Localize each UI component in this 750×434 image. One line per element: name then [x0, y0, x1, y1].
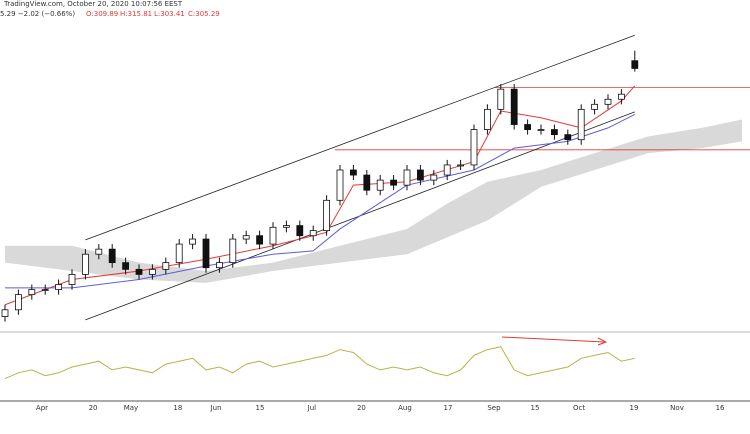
candle-body	[470, 129, 478, 166]
candle-body	[296, 225, 304, 237]
candle-body	[336, 169, 344, 201]
candle-body	[403, 169, 411, 186]
ohlc-label: H:315.81	[120, 10, 152, 18]
quote: 5.29 −2.02 (−0.66%)	[0, 10, 75, 18]
x-tick-label: 20	[357, 404, 366, 412]
candle-body	[631, 60, 639, 69]
candle-body	[309, 230, 317, 237]
candle-body	[148, 268, 156, 275]
candle-body	[229, 238, 237, 264]
x-tick-label: Aug	[398, 404, 412, 412]
x-tick-label: Sep	[487, 404, 501, 412]
x-tick-label: Apr	[36, 404, 48, 412]
candle-body	[537, 129, 545, 131]
candle-body	[242, 235, 250, 240]
candle-body	[390, 179, 398, 186]
oscillator-line	[4, 346, 635, 380]
candle-body	[416, 169, 424, 181]
annotation-arrow	[501, 336, 605, 343]
x-tick-label: Nov	[670, 404, 684, 412]
ohlc-label: O:309.89	[86, 10, 118, 18]
x-tick-label: Oct	[573, 404, 585, 412]
x-tick-label: 15	[531, 404, 540, 412]
x-tick-label: 17	[444, 404, 453, 412]
candle-body	[108, 248, 116, 264]
candle-body	[282, 225, 290, 228]
candle-body	[68, 274, 76, 285]
candle-body	[376, 179, 384, 191]
candle-body	[323, 199, 331, 232]
candle-body	[41, 289, 49, 291]
candle-body	[269, 226, 277, 245]
candle-body	[1, 309, 9, 317]
candle-body	[175, 243, 183, 264]
candle-body	[215, 262, 223, 269]
candle-body	[430, 174, 438, 181]
x-tick-label: 15	[256, 404, 265, 412]
candle-body	[14, 294, 22, 311]
candle-body	[162, 262, 170, 270]
candle-body	[95, 248, 103, 255]
x-tick-label: 16	[716, 404, 725, 412]
candle-body	[256, 235, 264, 245]
candle-body	[363, 174, 371, 191]
candle-body	[82, 253, 89, 275]
candle-body	[618, 93, 625, 100]
source: TradingView.com, October 20, 2020 10:07:…	[3, 0, 183, 8]
candle-body	[551, 129, 558, 136]
candle-body	[604, 98, 612, 105]
candle-body	[55, 284, 62, 290]
x-tick-label: May	[124, 404, 138, 412]
x-tick-label: Jul	[307, 404, 317, 412]
candle-body	[189, 238, 197, 245]
channel-line	[85, 34, 635, 241]
candle-body	[591, 103, 598, 110]
candle-body	[443, 164, 451, 176]
arrow-head	[597, 337, 608, 346]
ohlc-label: C:305.29	[188, 10, 220, 18]
candle-body	[510, 88, 518, 125]
candle-body	[497, 88, 505, 110]
x-tick-label: 20	[89, 404, 98, 412]
candle-body	[524, 124, 531, 130]
x-tick-label: Jun	[210, 404, 222, 412]
ohlc-label: L:303.41	[154, 10, 185, 18]
candle-body	[28, 289, 36, 296]
candle-body	[349, 169, 357, 176]
candle-body	[202, 238, 210, 269]
candle-body	[564, 134, 572, 141]
x-tick-label: 18	[173, 404, 182, 412]
cloud	[5, 119, 742, 283]
candle-body	[577, 108, 585, 141]
candle-body	[122, 262, 129, 270]
candle-body	[483, 108, 491, 130]
x-tick-label: 19	[630, 404, 639, 412]
candle-body	[457, 164, 465, 167]
candle-body	[135, 268, 143, 275]
